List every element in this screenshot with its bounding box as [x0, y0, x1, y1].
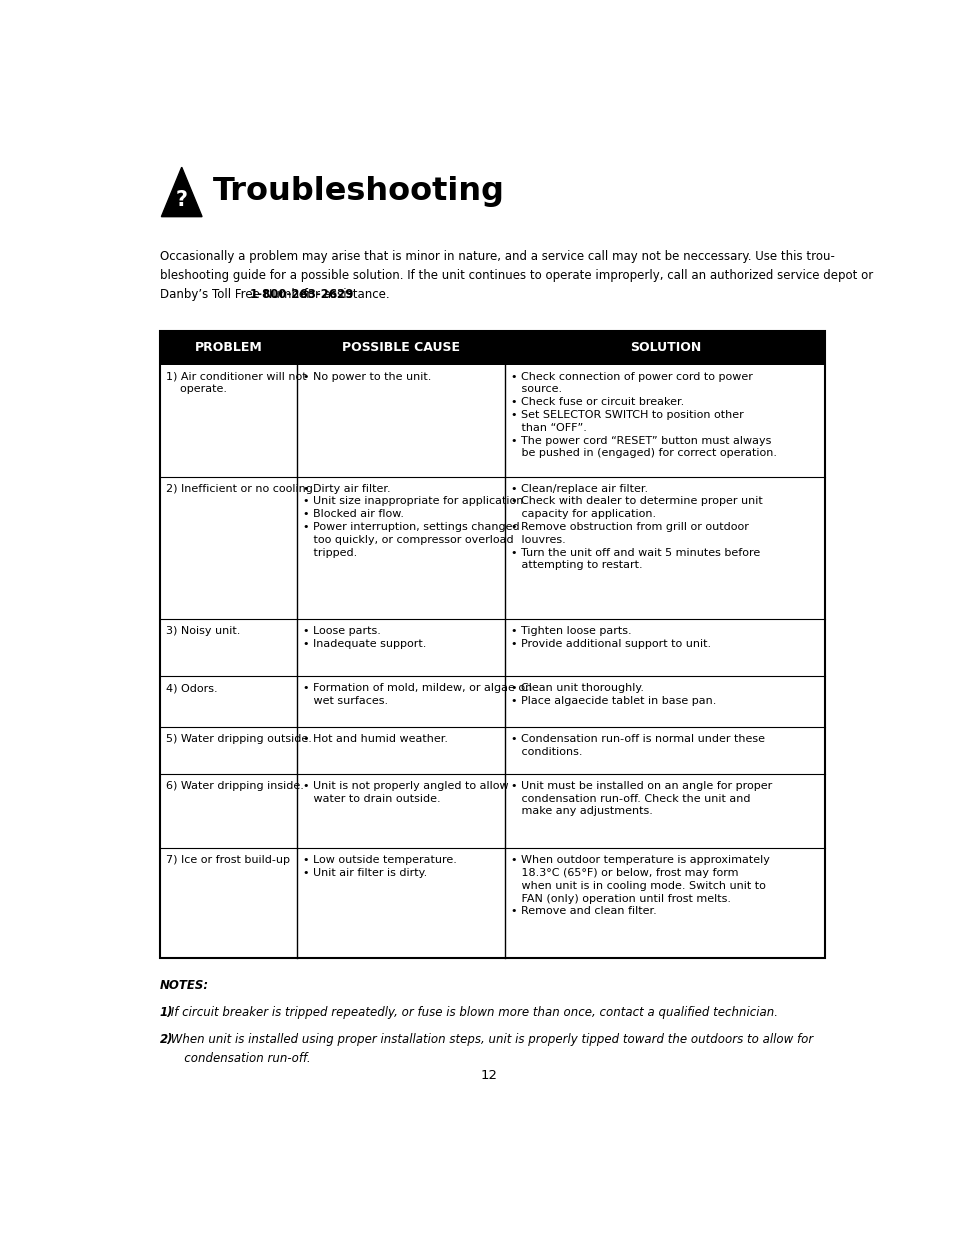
Text: Occasionally a problem may arise that is minor in nature, and a service call may: Occasionally a problem may arise that is… — [160, 249, 834, 263]
Text: bleshooting guide for a possible solution. If the unit continues to operate impr: bleshooting guide for a possible solutio… — [160, 269, 872, 282]
Text: • Loose parts.
• Inadequate support.: • Loose parts. • Inadequate support. — [302, 626, 426, 648]
Text: • Condensation run-off is normal under these
   conditions.: • Condensation run-off is normal under t… — [511, 734, 764, 757]
Text: 12: 12 — [480, 1070, 497, 1082]
Text: When unit is installed using proper installation steps, unit is properly tipped : When unit is installed using proper inst… — [167, 1032, 813, 1046]
Text: condensation run-off.: condensation run-off. — [173, 1052, 311, 1065]
Text: If circuit breaker is tripped repeatedly, or fuse is blown more than once, conta: If circuit breaker is tripped repeatedly… — [167, 1007, 778, 1019]
Text: • Unit must be installed on an angle for proper
   condensation run-off. Check t: • Unit must be installed on an angle for… — [511, 781, 772, 816]
Text: • Clean/replace air filter.
• Check with dealer to determine proper unit
   capa: • Clean/replace air filter. • Check with… — [511, 484, 762, 571]
Text: • Clean unit thoroughly.
• Place algaecide tablet in base pan.: • Clean unit thoroughly. • Place algaeci… — [511, 683, 716, 706]
Text: 2): 2) — [160, 1032, 173, 1046]
Text: 1): 1) — [160, 1007, 173, 1019]
Text: • No power to the unit.: • No power to the unit. — [302, 372, 431, 382]
Text: • Low outside temperature.
• Unit air filter is dirty.: • Low outside temperature. • Unit air fi… — [302, 855, 456, 878]
Text: for assistance.: for assistance. — [299, 288, 389, 301]
Text: • Formation of mold, mildew, or algae on
   wet surfaces.: • Formation of mold, mildew, or algae on… — [302, 683, 532, 706]
Text: Danby’s Toll Free Number: Danby’s Toll Free Number — [160, 288, 314, 301]
Text: SOLUTION: SOLUTION — [629, 341, 700, 354]
Text: • When outdoor temperature is approximately
   18.3°C (65°F) or below, frost may: • When outdoor temperature is approximat… — [511, 855, 769, 916]
Text: POSSIBLE CAUSE: POSSIBLE CAUSE — [341, 341, 459, 354]
Polygon shape — [161, 167, 202, 216]
Text: • Check connection of power cord to power
   source.
• Check fuse or circuit bre: • Check connection of power cord to powe… — [511, 372, 777, 458]
Bar — [160, 331, 824, 366]
Text: 5) Water dripping outside.: 5) Water dripping outside. — [166, 734, 312, 743]
Text: 3) Noisy unit.: 3) Noisy unit. — [166, 626, 240, 636]
Text: 6) Water dripping inside.: 6) Water dripping inside. — [166, 781, 303, 790]
Text: Troubleshooting: Troubleshooting — [213, 177, 504, 207]
Text: ?: ? — [175, 190, 188, 210]
Text: NOTES:: NOTES: — [160, 979, 209, 993]
Text: 2) Inefficient or no cooling.: 2) Inefficient or no cooling. — [166, 484, 316, 494]
Text: • Hot and humid weather.: • Hot and humid weather. — [302, 734, 447, 743]
Text: • Dirty air filter.
• Unit size inappropriate for application.
• Blocked air flo: • Dirty air filter. • Unit size inapprop… — [302, 484, 526, 558]
Text: 1-800-263-2629: 1-800-263-2629 — [250, 288, 354, 301]
Text: 4) Odors.: 4) Odors. — [166, 683, 217, 693]
Text: • Tighten loose parts.
• Provide additional support to unit.: • Tighten loose parts. • Provide additio… — [511, 626, 711, 648]
Bar — [160, 331, 824, 958]
Text: 1) Air conditioner will not
    operate.: 1) Air conditioner will not operate. — [166, 372, 306, 394]
Text: PROBLEM: PROBLEM — [194, 341, 262, 354]
Text: • Unit is not properly angled to allow
   water to drain outside.: • Unit is not properly angled to allow w… — [302, 781, 508, 804]
Text: 7) Ice or frost build-up: 7) Ice or frost build-up — [166, 855, 290, 866]
